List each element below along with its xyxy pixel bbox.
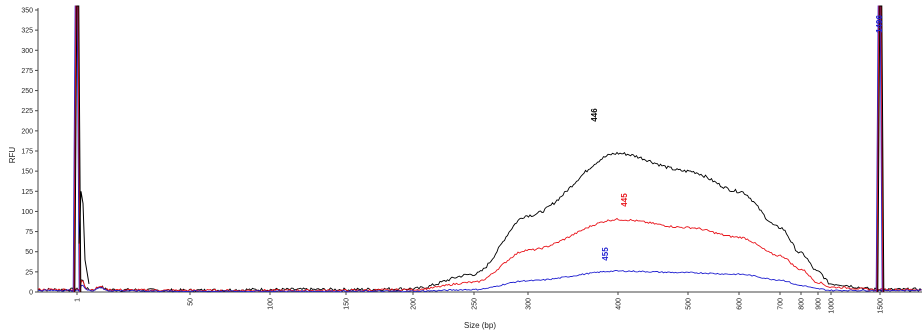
- y-axis-title: RFU: [8, 147, 17, 164]
- y-tick-label: 275: [21, 68, 33, 75]
- y-tick-label: 100: [21, 209, 33, 216]
- x-tick-label: 800: [799, 298, 806, 310]
- x-tick-label: 500: [686, 298, 693, 310]
- y-tick-label: 175: [21, 149, 33, 156]
- x-tick-label: 100: [268, 298, 275, 310]
- x-tick-label: 300: [526, 298, 533, 310]
- y-tick-label: 75: [25, 229, 33, 236]
- x-axis: 1 50 100 150 200 250 300 400 500 600 700 800 900 1000…: [38, 291, 922, 314]
- y-tick-label: 200: [21, 128, 33, 135]
- y-tick-label: 300: [21, 48, 33, 55]
- peak-label-2: 445: [620, 193, 629, 207]
- x-tick-label: 600: [737, 298, 744, 310]
- y-tick-label: 225: [21, 108, 33, 115]
- x-tick-label: 50: [188, 298, 195, 306]
- x-tick-label: 200: [411, 298, 418, 310]
- y-tick-label: 125: [21, 189, 33, 196]
- series-line-1: [37, 151, 922, 293]
- y-tick-label: 250: [21, 88, 33, 95]
- y-tick-label: 350: [21, 8, 33, 15]
- plot-area: [37, 5, 922, 293]
- x-tick-label: 700: [778, 298, 785, 310]
- x-tick-label: 150: [344, 298, 351, 310]
- marker-shoulder: [78, 191, 90, 285]
- x-tick-label: 1500: [878, 298, 885, 314]
- x-tick-label: 900: [816, 298, 823, 310]
- peak-labels: 446 445 455 1496: [590, 15, 884, 261]
- x-tick-label: 1: [75, 298, 82, 302]
- y-tick-label: 325: [21, 28, 33, 35]
- marker-peak-label: 1496: [875, 15, 884, 33]
- x-tick-label: 1000: [829, 298, 836, 314]
- y-tick-label: 25: [25, 269, 33, 276]
- series-line-2: [37, 217, 922, 292]
- x-axis-title: Size (bp): [464, 321, 496, 330]
- x-tick-label: 250: [472, 298, 479, 310]
- marker-peak: [74, 5, 82, 293]
- series-line-3: [37, 269, 922, 293]
- x-tick-label: 400: [616, 298, 623, 310]
- y-tick-label: 150: [21, 169, 33, 176]
- peak-label-3: 455: [601, 247, 610, 261]
- y-tick-label: 0: [29, 290, 33, 297]
- peak-label-1: 446: [590, 108, 599, 122]
- y-tick-label: 50: [25, 249, 33, 256]
- y-axis: 0 25 50 75 100 125 150 175 200 225 250 275 300 325 350: [21, 8, 39, 297]
- marker-peak: [877, 5, 885, 293]
